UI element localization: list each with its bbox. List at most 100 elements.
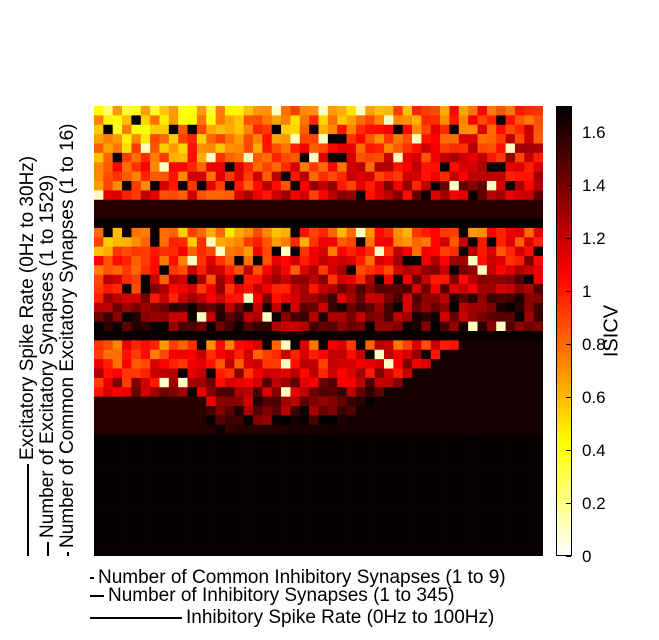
heatmap-cell [178,274,188,285]
heatmap-cell [187,396,198,407]
heatmap-cell [224,293,235,304]
heatmap-cell [458,274,469,285]
heatmap-cell [196,190,207,201]
heatmap-cell [486,199,497,210]
heatmap-cell [337,527,347,538]
heatmap-cell [383,246,394,257]
heatmap-cell [262,284,273,294]
heatmap-cell [402,134,413,144]
heatmap-cell [206,321,216,332]
heatmap-cell [365,143,375,154]
heatmap-cell [178,284,188,294]
heatmap-cell [159,256,170,266]
heatmap-cell [514,415,525,426]
heatmap-cell [168,302,179,313]
heatmap-cell [253,434,263,444]
heatmap-cell [533,227,543,238]
heatmap-cell [290,368,301,379]
heatmap-cell [271,377,282,388]
heatmap-cell [150,415,160,426]
heatmap-cell [365,265,375,276]
heatmap-cell [486,481,497,491]
y-label-excitatory-synapses: Number of Excitatory Synapses (1 to 1529… [37,175,58,556]
heatmap-cell [224,527,235,538]
heatmap-cell [374,237,385,247]
heatmap-cell [309,349,319,360]
heatmap-cell [355,152,366,163]
heatmap-cell [496,256,506,266]
heatmap-cell [337,162,347,172]
heatmap-cell [505,181,516,191]
heatmap-cell [112,368,123,379]
heatmap-cell [365,218,375,229]
heatmap-cell [458,518,469,529]
heatmap-cell [355,237,366,247]
heatmap-cell [327,471,338,482]
heatmap-cell [196,246,207,257]
heatmap-cell [524,406,534,416]
heatmap-cell [168,293,179,304]
heatmap-cell [178,434,188,444]
heatmap-cell [430,527,441,538]
heatmap-cell [355,321,366,332]
heatmap-cell [458,246,469,257]
heatmap-cell [299,368,310,379]
heatmap-cell [224,377,235,388]
heatmap-cell [486,415,497,426]
heatmap-cell [430,349,441,360]
heatmap-cell [281,106,291,116]
heatmap-cell [243,124,254,135]
heatmap-cell [243,462,254,472]
heatmap-cell [393,368,403,379]
heatmap-cell [393,106,403,116]
heatmap-cell [159,321,170,332]
heatmap-cell [468,171,478,182]
heatmap-cell [234,274,244,285]
heatmap-cell [365,162,375,172]
heatmap-cell [243,359,254,369]
heatmap-cell [505,199,516,210]
heatmap-cell [140,490,151,501]
heatmap-cell [187,452,198,463]
heatmap-cell [374,349,385,360]
heatmap-cell [131,443,142,454]
heatmap-cell [496,124,506,135]
heatmap-cell [365,424,375,435]
heatmap-cell [430,462,441,472]
heatmap-cell [168,462,179,472]
heatmap-cell [196,509,207,519]
heatmap-cell [112,293,123,304]
heatmap-cell [122,209,132,219]
heatmap-cell [449,462,460,472]
heatmap-cell [234,415,244,426]
heatmap-cell [430,415,441,426]
heatmap-cell [271,209,282,219]
heatmap-cell [299,256,310,266]
heatmap-cell [440,377,450,388]
heatmap-cell [103,181,114,191]
heatmap-cell [234,237,244,247]
heatmap-cell [243,274,254,285]
heatmap-cell [421,199,432,210]
heatmap-cell [355,274,366,285]
heatmap-cell [318,509,329,519]
heatmap-cell [187,209,198,219]
heatmap-cell [159,106,170,116]
heatmap-cell [150,396,160,407]
heatmap-cell [234,199,244,210]
heatmap-cell [94,481,104,491]
heatmap-cell [430,331,441,341]
heatmap-cell [215,546,226,556]
heatmap-cell [318,434,329,444]
heatmap-cell [468,134,478,144]
heatmap-cell [122,359,132,369]
heatmap-cell [346,152,357,163]
heatmap-cell [187,415,198,426]
heatmap-cell [393,481,403,491]
heatmap-cell [281,331,291,341]
heatmap-cell [440,434,450,444]
heatmap-cell [122,546,132,556]
heatmap-cell [383,490,394,501]
heatmap-cell [346,387,357,397]
heatmap-cell [337,181,347,191]
